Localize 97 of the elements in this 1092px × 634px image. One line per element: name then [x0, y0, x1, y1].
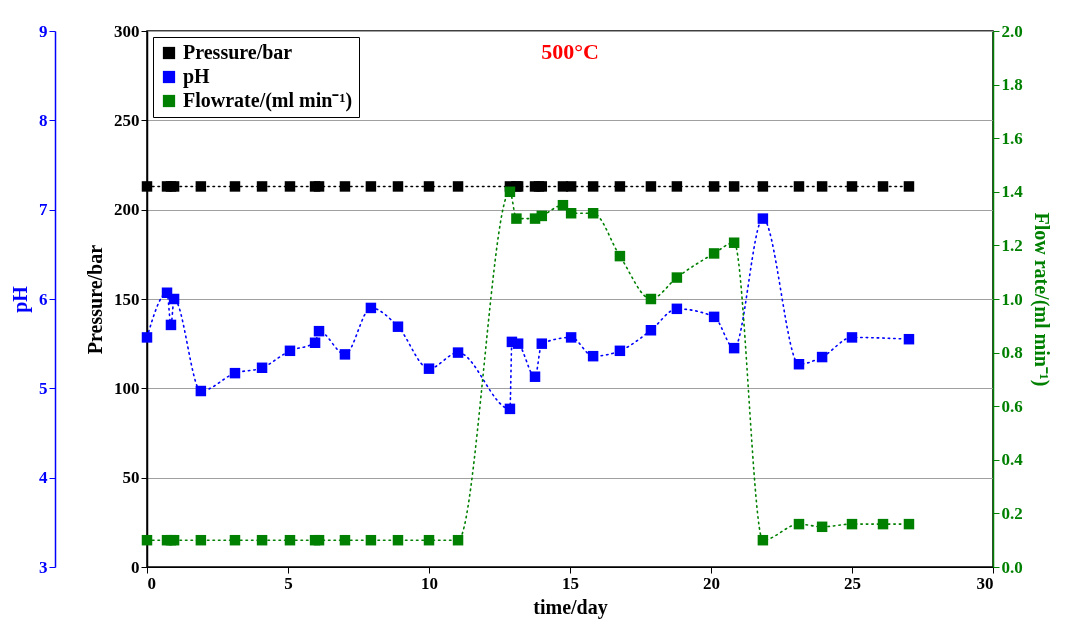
x-axis-title: time/day [533, 595, 608, 619]
y2-tick-label: 0.0 [1001, 557, 1023, 577]
x-tick-label: 0 [147, 573, 156, 593]
legend-label: Flowrate/(ml min⁻¹) [183, 89, 353, 112]
point [256, 534, 268, 546]
point [168, 293, 180, 305]
point [504, 403, 516, 415]
point [728, 237, 740, 248]
x-tick-label: 20 [703, 573, 720, 593]
point [587, 350, 599, 362]
y3-tick-label: 4 [39, 468, 48, 488]
point [903, 518, 915, 530]
point [452, 534, 464, 546]
point [846, 518, 858, 530]
x-tick-label: 10 [421, 573, 438, 593]
point [614, 345, 626, 357]
y-tick-label: 200 [114, 200, 140, 220]
point [708, 248, 720, 259]
point [392, 321, 404, 332]
point [512, 338, 524, 349]
point [256, 362, 268, 374]
point [511, 213, 522, 224]
point [877, 518, 889, 530]
point [846, 332, 858, 343]
point [229, 534, 241, 546]
y3-tick-label: 5 [39, 378, 48, 398]
point [195, 534, 207, 546]
point [165, 319, 177, 331]
point [728, 342, 740, 354]
point [195, 385, 207, 397]
point [565, 332, 577, 343]
y2-tick-label: 1.4 [1001, 182, 1024, 202]
point [757, 213, 769, 224]
legend-label: Pressure/bar [183, 41, 293, 63]
point [536, 210, 548, 222]
y2-tick-label: 0.4 [1001, 450, 1024, 470]
point [229, 367, 241, 379]
y2-tick-label: 0.6 [1001, 396, 1023, 416]
point [536, 338, 548, 349]
y2-tick-label: 1.8 [1001, 75, 1023, 95]
y-tick-label: 150 [114, 289, 140, 309]
point [614, 250, 626, 262]
y-axis-title: Pressure/bar [84, 244, 106, 355]
x-tick-label: 30 [976, 573, 994, 593]
point [313, 325, 325, 337]
y3-tick-label: 9 [39, 21, 48, 41]
point [284, 534, 296, 546]
y2-tick-label: 0.2 [1001, 503, 1023, 523]
point [816, 521, 828, 533]
point [504, 186, 516, 198]
y-tick-label: 250 [114, 110, 140, 130]
point [529, 371, 541, 382]
point [903, 333, 915, 345]
point [339, 534, 351, 546]
point [365, 302, 377, 314]
chart-title: 500°C [541, 39, 599, 64]
y2-tick-label: 1.6 [1001, 128, 1023, 148]
y3-tick-label: 6 [39, 289, 48, 309]
point [816, 351, 828, 363]
point [309, 337, 321, 349]
y3-axis-title: pH [9, 285, 32, 313]
y-tick-label: 50 [122, 468, 140, 488]
point [365, 534, 377, 546]
point [587, 208, 599, 219]
point [284, 345, 296, 357]
y-tick-label: 0 [131, 557, 140, 577]
x-tick-label: 25 [844, 573, 861, 593]
point [452, 347, 464, 358]
point [645, 325, 657, 336]
y2-tick-label: 1.2 [1001, 235, 1023, 255]
point [313, 534, 325, 546]
x-tick-label: 15 [562, 573, 579, 593]
point [671, 303, 683, 315]
point [708, 311, 720, 323]
point [141, 534, 153, 546]
point [141, 332, 153, 343]
y2-tick-label: 2.0 [1001, 21, 1023, 41]
point [671, 272, 683, 283]
point [423, 363, 435, 374]
y3-tick-label: 3 [39, 557, 48, 577]
legend-label: pH [183, 65, 211, 88]
y2-tick-label: 1.0 [1001, 289, 1023, 309]
point [793, 518, 805, 530]
y3-tick-label: 8 [39, 110, 48, 130]
point [565, 208, 577, 219]
point [645, 293, 657, 305]
y-tick-label: 300 [114, 21, 140, 41]
y2-axis-title: Flow rate/(ml min⁻¹) [1029, 212, 1053, 387]
point [423, 534, 435, 546]
y3-tick-label: 7 [39, 200, 48, 220]
y-tick-label: 100 [114, 378, 140, 398]
point [392, 534, 404, 546]
point [793, 358, 805, 370]
point [757, 534, 769, 546]
y2-tick-label: 0.8 [1001, 343, 1023, 363]
x-tick-label: 5 [284, 573, 293, 593]
point [339, 349, 351, 360]
